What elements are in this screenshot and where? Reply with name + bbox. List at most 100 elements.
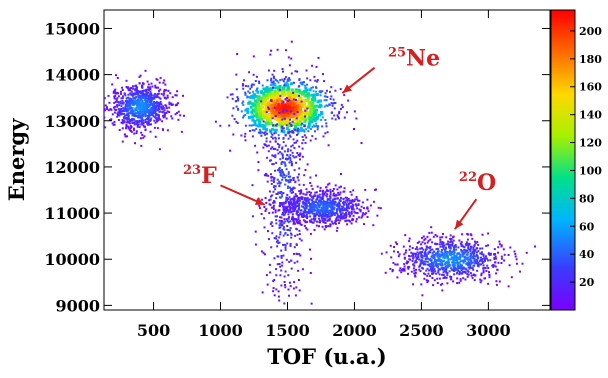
- x-axis: 500 1000 1500 2000 2500 3000: [137, 10, 511, 340]
- data-point: [294, 202, 297, 205]
- data-point: [288, 201, 291, 204]
- data-point: [402, 268, 404, 271]
- data-point: [168, 103, 171, 106]
- data-point: [292, 176, 295, 179]
- data-point: [431, 277, 434, 279]
- data-point: [270, 127, 274, 131]
- data-point: [117, 101, 120, 104]
- data-point: [427, 239, 430, 242]
- data-point: [321, 125, 324, 128]
- data-point: [292, 186, 295, 189]
- data-point: [349, 202, 352, 204]
- x-tick-label: 3000: [466, 321, 511, 340]
- data-point: [295, 252, 298, 255]
- data-point: [332, 194, 335, 197]
- data-point: [293, 201, 295, 204]
- data-point: [137, 112, 139, 115]
- data-point: [430, 262, 433, 265]
- data-point: [332, 207, 335, 210]
- data-point: [322, 73, 324, 76]
- data-point: [310, 120, 314, 124]
- data-point: [259, 114, 262, 118]
- data-point: [325, 204, 328, 206]
- data-point: [270, 49, 273, 52]
- data-point: [471, 250, 474, 253]
- data-point: [272, 86, 276, 90]
- data-point: [281, 261, 284, 264]
- data-point: [254, 144, 257, 147]
- data-point: [156, 95, 159, 98]
- data-point: [290, 160, 293, 163]
- data-point: [319, 94, 322, 97]
- data-point: [284, 248, 287, 251]
- data-point: [326, 183, 329, 186]
- data-point: [135, 84, 138, 87]
- data-point: [140, 111, 143, 114]
- data-point: [307, 125, 310, 129]
- data-point: [280, 124, 284, 127]
- data-point: [313, 208, 316, 211]
- data-point: [304, 221, 307, 224]
- data-point: [157, 109, 160, 112]
- data-point: [315, 204, 318, 207]
- data-point: [337, 206, 340, 209]
- data-point: [321, 116, 324, 119]
- data-point: [276, 79, 279, 82]
- data-point: [123, 121, 126, 124]
- data-point: [444, 265, 447, 268]
- data-point: [171, 117, 174, 120]
- data-point: [147, 118, 150, 121]
- data-point: [421, 256, 424, 259]
- data-point: [306, 163, 309, 166]
- data-point: [139, 95, 142, 98]
- data-point: [352, 200, 355, 203]
- data-point: [288, 204, 291, 207]
- data-point: [320, 217, 323, 220]
- data-point: [309, 108, 313, 111]
- data-point: [124, 105, 127, 108]
- data-point: [282, 137, 285, 139]
- data-point: [162, 116, 165, 119]
- data-point: [495, 272, 498, 275]
- data-point: [114, 111, 116, 114]
- data-point: [133, 109, 136, 112]
- data-point: [353, 128, 355, 130]
- data-point: [318, 205, 321, 207]
- data-point: [277, 209, 280, 212]
- data-point: [280, 152, 283, 155]
- data-point: [354, 203, 357, 206]
- data-point: [472, 254, 475, 257]
- data-point: [145, 117, 148, 120]
- data-point: [176, 112, 178, 115]
- data-point: [317, 203, 320, 206]
- data-point: [443, 276, 446, 279]
- data-point: [293, 261, 296, 264]
- data-point: [431, 241, 434, 244]
- data-point: [146, 121, 149, 124]
- data-point: [269, 129, 273, 133]
- data-point: [153, 110, 156, 112]
- data-point: [452, 236, 454, 239]
- data-point: [121, 99, 124, 102]
- data-point: [144, 99, 147, 102]
- data-point: [138, 97, 141, 99]
- data-point: [318, 210, 321, 213]
- data-point: [264, 107, 268, 111]
- data-point: [467, 243, 470, 246]
- data-point: [286, 92, 290, 96]
- data-point: [147, 109, 150, 112]
- data-point: [292, 131, 295, 134]
- data-point: [306, 83, 309, 86]
- data-point: [302, 205, 305, 208]
- data-point: [278, 111, 281, 114]
- data-point: [312, 97, 315, 101]
- data-point: [177, 118, 180, 121]
- data-point: [135, 106, 138, 109]
- data-point: [168, 111, 171, 114]
- data-point: [283, 117, 286, 120]
- colorbar-tick-label: 120: [579, 137, 602, 150]
- data-point: [315, 108, 318, 112]
- data-point: [330, 102, 333, 105]
- data-point: [138, 75, 141, 78]
- data-point: [474, 274, 477, 277]
